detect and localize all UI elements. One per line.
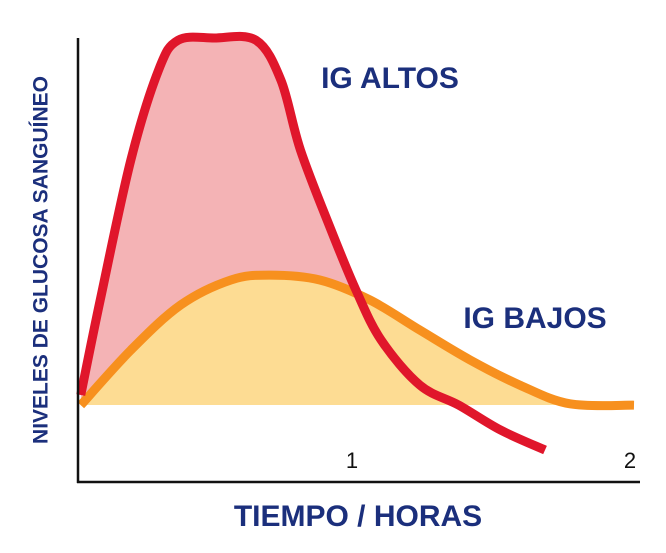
series-label: IG ALTOS (321, 62, 459, 95)
series-label: IG BAJOS (463, 302, 606, 335)
area (80, 275, 634, 405)
x-axis-label: TIEMPO / HORAS (234, 500, 482, 533)
x-tick-label: 2 (624, 448, 636, 473)
y-axis-label: NIVELES DE GLUCOSA SANGUÍNEO (30, 76, 53, 444)
lines (76, 31, 635, 455)
line (77, 270, 635, 411)
fills (80, 36, 634, 405)
x-tick-label: 1 (346, 448, 358, 473)
line (76, 31, 547, 455)
